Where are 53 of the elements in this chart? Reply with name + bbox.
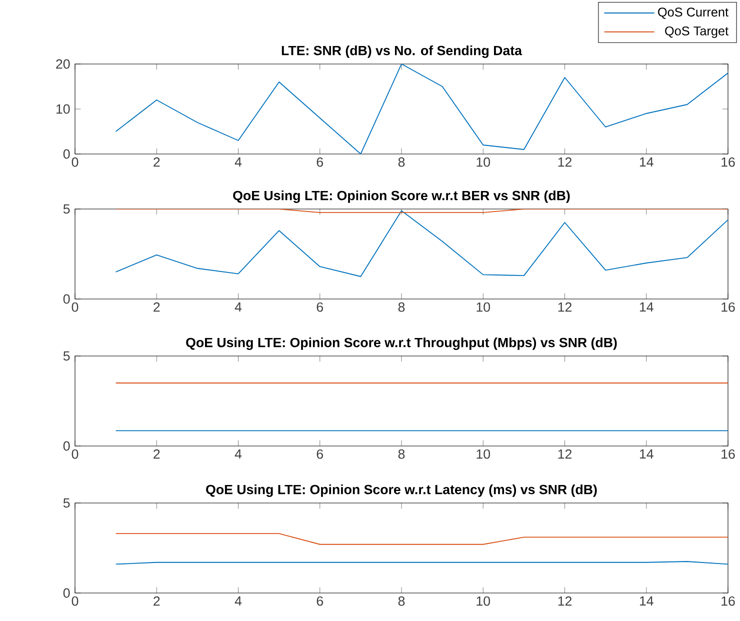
y-tick-label: 20	[56, 59, 70, 69]
chart-title: QoE Using LTE: Opinion Score w.r.t BER vs SNR (dB)	[233, 190, 570, 203]
x-tick-label: 4	[234, 157, 242, 167]
x-tick-label: 12	[558, 596, 572, 606]
x-tick-label: 8	[398, 596, 405, 606]
y-tick-label: 0	[63, 588, 70, 598]
x-tick-label: 4	[234, 449, 242, 459]
y-tick-label: 5	[63, 498, 70, 508]
y-tick-label: 10	[56, 104, 70, 114]
x-tick-label: 16	[722, 449, 735, 459]
x-tick-label: 10	[476, 302, 490, 312]
x-tick-label: 2	[154, 157, 160, 167]
y-tick-label: 0	[63, 294, 70, 304]
x-tick-label: 8	[398, 302, 405, 312]
chart-title: QoE Using LTE: Opinion Score w.r.t Latency (ms) vs SNR (dB)	[206, 484, 597, 497]
x-tick-label: 2	[154, 449, 160, 459]
x-tick-label: 14	[640, 302, 654, 312]
y-tick-label: 0	[63, 441, 70, 451]
y-tick-label: 5	[63, 204, 70, 214]
x-tick-label: 2	[154, 596, 160, 606]
x-tick-label: 10	[476, 596, 490, 606]
x-tick-label: 4	[234, 302, 242, 312]
chart-title: QoE Using LTE: Opinion Score w.r.t Throughput (Mbps) vs SNR (dB)	[186, 337, 617, 350]
y-tick-label: 5	[63, 351, 70, 361]
x-tick-label: 0	[72, 596, 78, 606]
x-tick-label: 8	[398, 449, 405, 459]
x-tick-label: 14	[640, 596, 654, 606]
x-tick-label: 16	[722, 302, 735, 312]
x-tick-label: 14	[640, 449, 654, 459]
legend-label: QoS Current	[658, 8, 728, 19]
x-tick-label: 6	[316, 449, 324, 459]
x-tick-label: 16	[722, 596, 735, 606]
x-tick-label: 2	[154, 302, 160, 312]
x-tick-label: 8	[398, 157, 405, 167]
x-tick-label: 0	[72, 449, 78, 459]
x-tick-label: 12	[558, 449, 572, 459]
x-tick-label: 6	[316, 157, 324, 167]
y-tick-label: 0	[63, 149, 70, 159]
chart-title: LTE: SNR (dB) vs No. of Sending Data	[282, 45, 522, 58]
x-tick-label: 6	[316, 302, 324, 312]
line-series	[115, 64, 728, 154]
x-tick-label: 12	[558, 302, 572, 312]
x-tick-label: 10	[476, 449, 490, 459]
x-tick-label: 12	[558, 157, 572, 167]
x-tick-label: 6	[316, 596, 324, 606]
x-tick-label: 4	[234, 596, 242, 606]
x-tick-label: 10	[476, 157, 490, 167]
x-tick-label: 14	[640, 157, 654, 167]
x-tick-label: 0	[72, 302, 78, 312]
line-series	[115, 210, 728, 277]
x-tick-label: 0	[72, 157, 78, 167]
legend-label: QoS Target	[665, 26, 728, 38]
x-tick-label: 16	[722, 157, 735, 167]
